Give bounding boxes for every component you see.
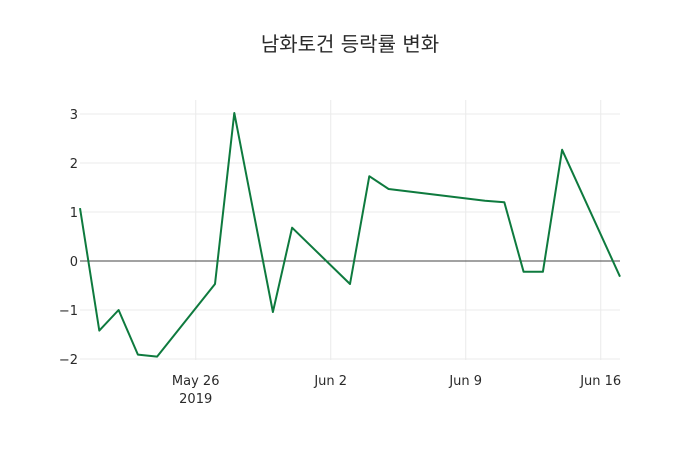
x-axis-ticks: May 26 2019 Jun 2 Jun 9 Jun 16 [172, 374, 621, 407]
x-tick-label: Jun 9 [448, 374, 482, 389]
data-series [79, 112, 621, 358]
y-tick-label: 0 [70, 255, 78, 270]
x-tick-label: Jun 2 [313, 374, 347, 389]
x-tick-label: Jun 16 [579, 374, 621, 389]
series-line [79, 112, 621, 358]
x-tick-label: May 26 [172, 374, 220, 389]
y-tick-label: 2 [70, 157, 78, 172]
x-tick-year-label: 2019 [179, 392, 212, 407]
y-tick-label: −2 [59, 353, 78, 368]
y-tick-label: 1 [70, 206, 78, 221]
y-tick-label: 3 [70, 108, 78, 123]
y-tick-label: −1 [59, 304, 78, 319]
chart-title: 남화토건 등락률 변화 [260, 32, 440, 56]
gridlines [80, 100, 620, 360]
y-axis-ticks: 3 2 1 0 −1 −2 [59, 108, 78, 368]
